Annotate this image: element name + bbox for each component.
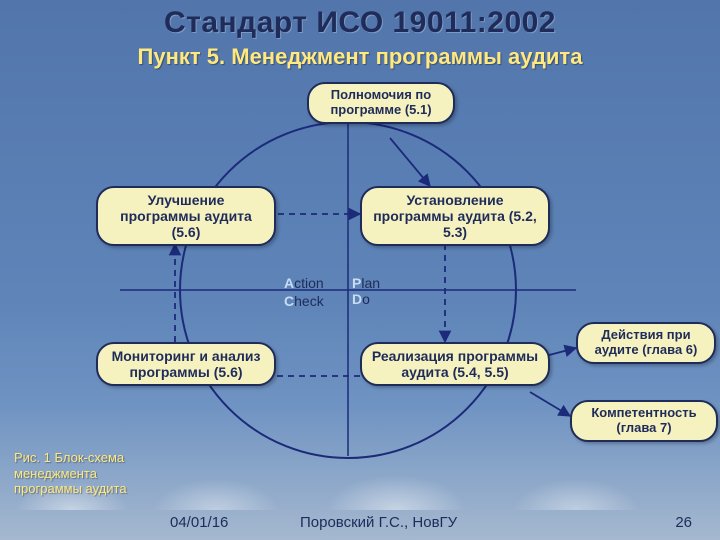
- footer-author: Поровский Г.С., НовГУ: [300, 514, 457, 536]
- slide-stage: Стандарт ИСО 19011:2002 Пункт 5. Менеджм…: [0, 0, 720, 540]
- pdca-check: Check: [284, 293, 324, 309]
- pdca-do: Do: [352, 291, 370, 307]
- node-n_impl: Реализация программы аудита (5.4, 5.5): [360, 342, 550, 386]
- footer-date: 04/01/16: [170, 514, 228, 536]
- node-n_improve: Улучшение программы аудита (5.6): [96, 186, 276, 246]
- pdca-plan: Plan: [352, 275, 380, 291]
- pdca-action: Action: [284, 275, 324, 291]
- node-n_auth: Полномочия по программе (5.1): [307, 82, 455, 124]
- node-n_actions: Действия при аудите (глава 6): [576, 322, 716, 364]
- figure-caption: Рис. 1 Блок-схема менеджмента программы …: [14, 450, 164, 497]
- node-n_monitor: Мониторинг и анализ программы (5.6): [96, 342, 276, 386]
- node-n_estab: Установление программы аудита (5.2, 5.3): [360, 186, 550, 246]
- node-n_comp: Компетентность (глава 7): [570, 400, 718, 442]
- footer-page: 26: [675, 514, 692, 536]
